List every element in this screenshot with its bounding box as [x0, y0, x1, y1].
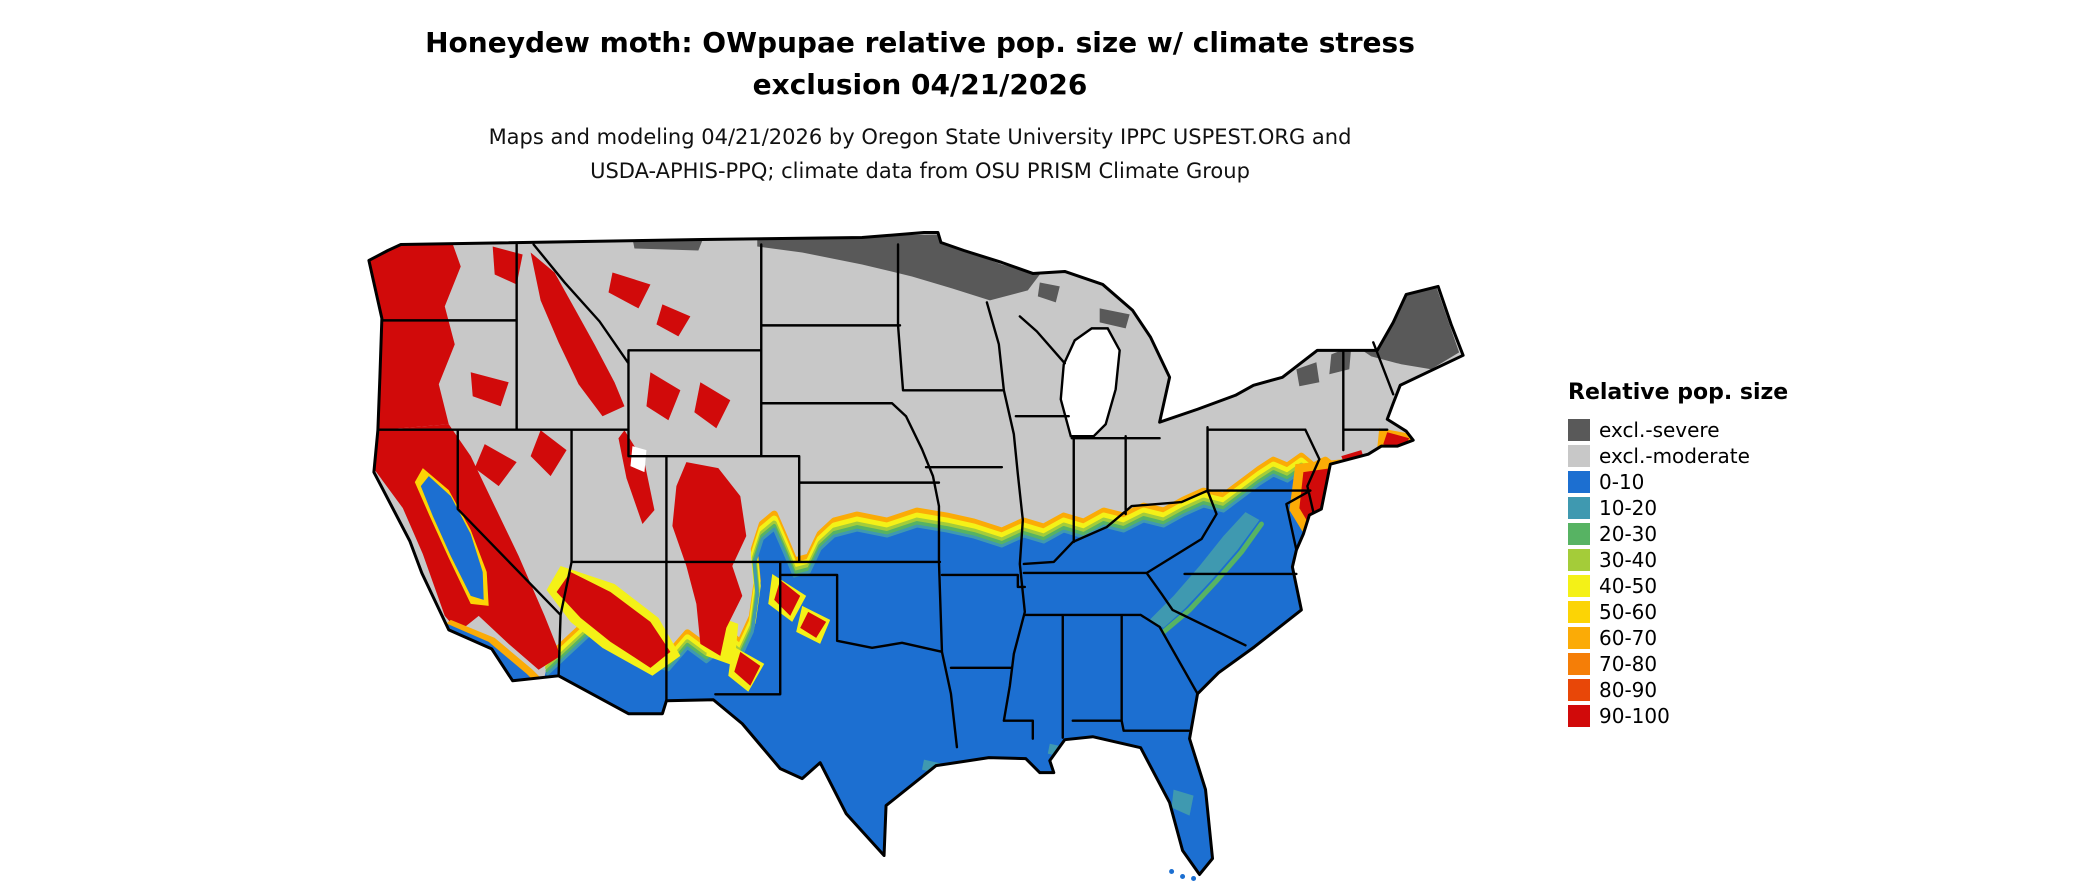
lake-michigan: [1059, 327, 1121, 438]
legend-swatch: [1568, 679, 1590, 701]
us-outline: [367, 231, 1465, 876]
legend-label: 90-100: [1599, 704, 1670, 728]
map-subtitle-line1: Maps and modeling 04/21/2026 by Oregon S…: [488, 125, 1352, 149]
map-title-line1: Honeydew moth: OWpupae relative pop. siz…: [425, 26, 1415, 59]
legend-swatch: [1568, 601, 1590, 623]
state-borders: [376, 243, 1395, 749]
legend-swatch: [1568, 653, 1590, 675]
legend-item: 10-20: [1568, 495, 1868, 521]
map-subtitle-line2: USDA-APHIS-PPQ; climate data from OSU PR…: [590, 159, 1250, 183]
florida-keys: [1169, 868, 1197, 881]
map-title-line2: exclusion 04/21/2026: [752, 68, 1088, 101]
legend-swatch: [1568, 549, 1590, 571]
legend-label: 30-40: [1599, 548, 1658, 572]
legend-label: 80-90: [1599, 678, 1658, 702]
legend-label: 10-20: [1599, 496, 1658, 520]
legend-swatch: [1568, 627, 1590, 649]
legend-item: 80-90: [1568, 677, 1868, 703]
legend-item: 70-80: [1568, 651, 1868, 677]
legend-label: 60-70: [1599, 626, 1658, 650]
legend-label: 0-10: [1599, 470, 1645, 494]
region-appalachians: [1149, 512, 1264, 635]
legend-label: 70-80: [1599, 652, 1658, 676]
legend-swatch: [1568, 445, 1590, 467]
us-map-svg: [367, 231, 1465, 881]
legend-item: 40-50: [1568, 573, 1868, 599]
legend: Relative pop. size excl.-severe excl.-mod…: [1568, 380, 1868, 729]
legend-item: 90-100: [1568, 703, 1868, 729]
legend-item: excl.-moderate: [1568, 443, 1868, 469]
map-title: Honeydew moth: OWpupae relative pop. siz…: [0, 22, 1840, 106]
legend-title: Relative pop. size: [1568, 380, 1789, 405]
us-map: [303, 224, 1531, 884]
legend-item: 20-30: [1568, 521, 1868, 547]
legend-item: 60-70: [1568, 625, 1868, 651]
legend-swatch: [1568, 419, 1590, 441]
legend-label: 40-50: [1599, 574, 1658, 598]
map-subtitle: Maps and modeling 04/21/2026 by Oregon S…: [0, 120, 1840, 188]
legend-swatch: [1568, 497, 1590, 519]
legend-swatch: [1568, 575, 1590, 597]
legend-items: excl.-severe excl.-moderate 0-10 10-20 20-30…: [1568, 417, 1868, 729]
legend-label: 50-60: [1599, 600, 1658, 624]
legend-label: 20-30: [1599, 522, 1658, 546]
legend-item: 30-40: [1568, 547, 1868, 573]
legend-item: 50-60: [1568, 599, 1868, 625]
great-salt-lake: [630, 446, 647, 473]
legend-swatch: [1568, 705, 1590, 727]
legend-label: excl.-severe: [1599, 418, 1720, 442]
legend-swatch: [1568, 523, 1590, 545]
legend-item: excl.-severe: [1568, 417, 1868, 443]
legend-item: 0-10: [1568, 469, 1868, 495]
legend-label: excl.-moderate: [1599, 444, 1750, 468]
legend-swatch: [1568, 471, 1590, 493]
